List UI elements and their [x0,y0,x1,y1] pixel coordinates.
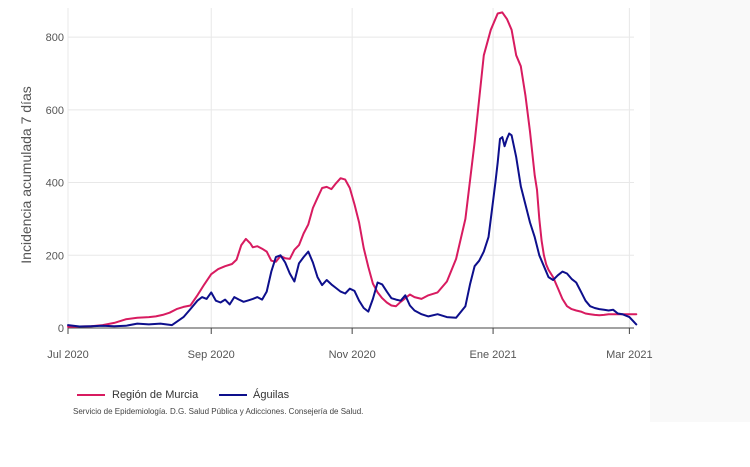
y-tick-label: 200 [46,250,64,262]
x-tick-label: Nov 2020 [329,349,376,361]
y-tick-label: 800 [46,32,64,44]
legend: Región de Murcia Águilas [77,388,290,401]
x-tick-label: Sep 2020 [188,349,235,361]
series-line-aguilas[interactable] [67,132,638,328]
legend-label-aguilas[interactable]: Águilas [253,388,290,401]
y-axis-label: Incidencia acumulada 7 días [18,86,34,263]
y-tick-label: 600 [46,105,64,117]
y-tick-label: 400 [46,178,64,190]
chart-card [10,0,650,422]
y-axis-ticks: 0 200 400 600 800 [46,32,64,335]
x-tick-label: Ene 2021 [470,349,517,361]
series-group [67,11,638,328]
legend-label-murcia[interactable]: Región de Murcia [112,389,199,401]
x-axis-ticks: Jul 2020 Sep 2020 Nov 2020 Ene 2021 Mar 2021 [47,349,652,361]
y-gridlines [68,36,634,256]
x-tick-label: Mar 2021 [606,349,652,361]
x-tick-label: Jul 2020 [47,349,89,361]
x-gridlines [67,8,630,334]
y-tick-label: 0 [58,323,64,335]
source-note: Servicio de Epidemiología. D.G. Salud Pú… [73,407,363,416]
